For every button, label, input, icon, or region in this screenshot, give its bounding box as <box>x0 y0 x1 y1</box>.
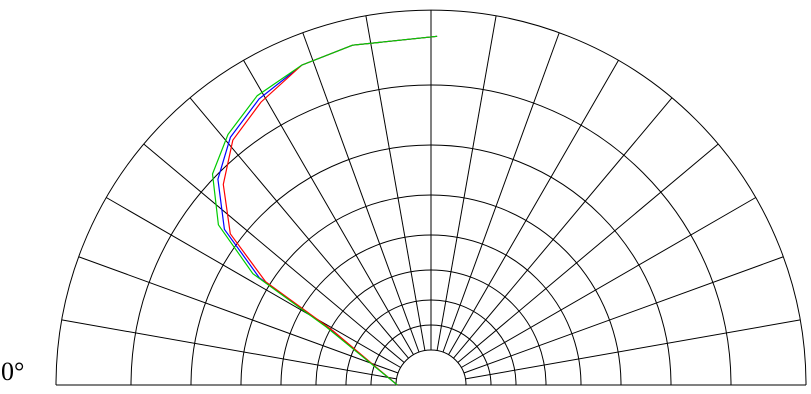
grid-spoke <box>442 32 560 353</box>
grid-spoke <box>448 59 619 355</box>
grid-circle <box>395 349 467 386</box>
grid-spoke <box>453 97 673 359</box>
grid-spoke <box>302 32 420 353</box>
grid-spoke <box>457 143 719 363</box>
grid-spoke <box>61 319 397 380</box>
grid-spoke <box>78 256 399 374</box>
grid-spoke <box>143 143 405 363</box>
grid-spoke <box>463 256 784 374</box>
grid-spoke <box>461 197 757 368</box>
series-lines <box>211 35 438 386</box>
grid-spoke <box>189 97 409 359</box>
grid-spoke <box>436 15 497 351</box>
polar-grid <box>55 9 807 386</box>
grid-spoke <box>465 319 801 380</box>
grid-spoke <box>365 15 426 351</box>
grid-spoke <box>105 197 401 368</box>
series-line <box>211 35 438 386</box>
angle-label: 90° <box>0 357 24 386</box>
grid-spoke <box>243 59 414 355</box>
series-line <box>217 35 438 386</box>
